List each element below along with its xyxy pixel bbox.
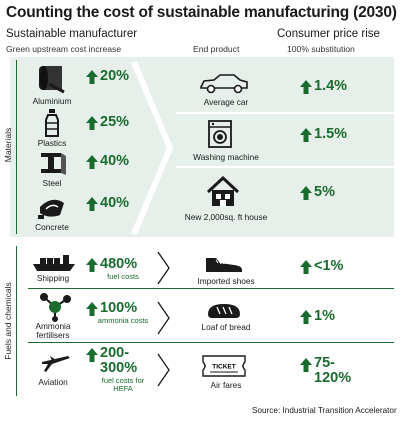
fuel-name: Shipping bbox=[36, 273, 70, 283]
up-arrow-icon bbox=[86, 348, 98, 362]
fuel-increase: 100% bbox=[100, 300, 138, 316]
header-substitution: 100% substitution bbox=[287, 44, 355, 54]
house-icon bbox=[206, 176, 240, 206]
price-rise: 1% bbox=[314, 308, 335, 324]
product-name: Loaf of bread bbox=[201, 322, 251, 332]
header-end-product: End product bbox=[193, 44, 240, 54]
ship-icon bbox=[33, 255, 75, 271]
concrete-mixer-icon bbox=[38, 199, 64, 219]
up-arrow-icon bbox=[300, 80, 312, 94]
fuel-chevron bbox=[157, 353, 170, 387]
material-name: Plastics bbox=[37, 138, 67, 148]
page-title: Counting the cost of sustainable manufac… bbox=[6, 4, 397, 21]
shoe-icon bbox=[206, 258, 242, 272]
up-arrow-icon bbox=[300, 358, 312, 372]
product-name: Average car bbox=[203, 97, 249, 107]
aluminium-roll-icon bbox=[39, 66, 65, 94]
price-rise: 75-120% bbox=[314, 355, 352, 386]
product-name: New 2,000sq. ft house bbox=[184, 212, 268, 222]
material-increase: 40% bbox=[100, 153, 130, 169]
up-arrow-icon bbox=[300, 128, 312, 142]
price-rise: 1.4% bbox=[314, 78, 348, 94]
source-note: Source: Industrial Transition Accelerato… bbox=[252, 406, 397, 415]
fuel-increase: 200-300% bbox=[100, 345, 138, 376]
row-rule bbox=[28, 342, 394, 343]
row-rule bbox=[28, 288, 394, 289]
price-rise: 5% bbox=[314, 184, 335, 200]
up-arrow-icon bbox=[300, 310, 312, 324]
materials-panel bbox=[10, 57, 394, 237]
material-increase: 40% bbox=[100, 195, 130, 211]
steel-beam-icon bbox=[41, 153, 66, 175]
up-arrow-icon bbox=[86, 155, 98, 169]
plastic-bottle-icon bbox=[45, 109, 59, 137]
fuel-increase: 480% bbox=[100, 256, 138, 272]
price-rise: <1% bbox=[314, 258, 344, 274]
product-separator bbox=[176, 166, 394, 168]
materials-chevron bbox=[131, 60, 174, 236]
fuel-chevron bbox=[157, 251, 170, 285]
product-name: Imported shoes bbox=[197, 276, 255, 286]
material-increase: 20% bbox=[100, 68, 130, 84]
fuels-divider bbox=[16, 246, 17, 396]
fuel-increase-note: ammonia costs bbox=[97, 316, 149, 325]
header-sustainable-manufacturer: Sustainable manufacturer bbox=[6, 28, 138, 40]
up-arrow-icon bbox=[86, 116, 98, 130]
fuel-increase-note: fuel costs bbox=[107, 272, 139, 281]
car-icon bbox=[200, 74, 248, 94]
price-rise: 1.5% bbox=[314, 126, 348, 142]
up-arrow-icon bbox=[300, 186, 312, 200]
plane-icon bbox=[42, 356, 70, 372]
materials-divider bbox=[16, 60, 17, 234]
material-name: Concrete bbox=[35, 222, 69, 232]
up-arrow-icon bbox=[86, 258, 98, 272]
product-separator bbox=[176, 112, 394, 114]
washing-machine-icon bbox=[208, 120, 232, 148]
product-name: Air fares bbox=[210, 380, 242, 390]
fuel-increase-note: fuel costs for HEFA bbox=[101, 376, 145, 393]
fuels-section-label: Fuels and chemicals bbox=[3, 282, 13, 360]
ticket-text: TICKET bbox=[212, 364, 236, 371]
materials-section-label: Materials bbox=[3, 127, 13, 163]
up-arrow-icon bbox=[86, 70, 98, 84]
fuel-chevron bbox=[157, 301, 170, 335]
molecule-icon bbox=[40, 293, 71, 322]
up-arrow-icon bbox=[86, 197, 98, 211]
material-name: Aluminium bbox=[32, 96, 72, 106]
header-consumer-price-rise: Consumer price rise bbox=[277, 28, 380, 40]
up-arrow-icon bbox=[86, 302, 98, 316]
material-increase: 25% bbox=[100, 114, 130, 130]
fuel-name: Aviation bbox=[38, 377, 68, 387]
up-arrow-icon bbox=[300, 260, 312, 274]
ticket-icon: TICKET bbox=[202, 355, 246, 377]
fuel-name: Ammonia fertilisers bbox=[35, 321, 71, 340]
header-green-upstream-cost: Green upstream cost increase bbox=[6, 44, 122, 54]
bread-icon bbox=[208, 304, 240, 318]
material-name: Steel bbox=[42, 178, 62, 188]
product-name: Washing machine bbox=[193, 152, 259, 162]
